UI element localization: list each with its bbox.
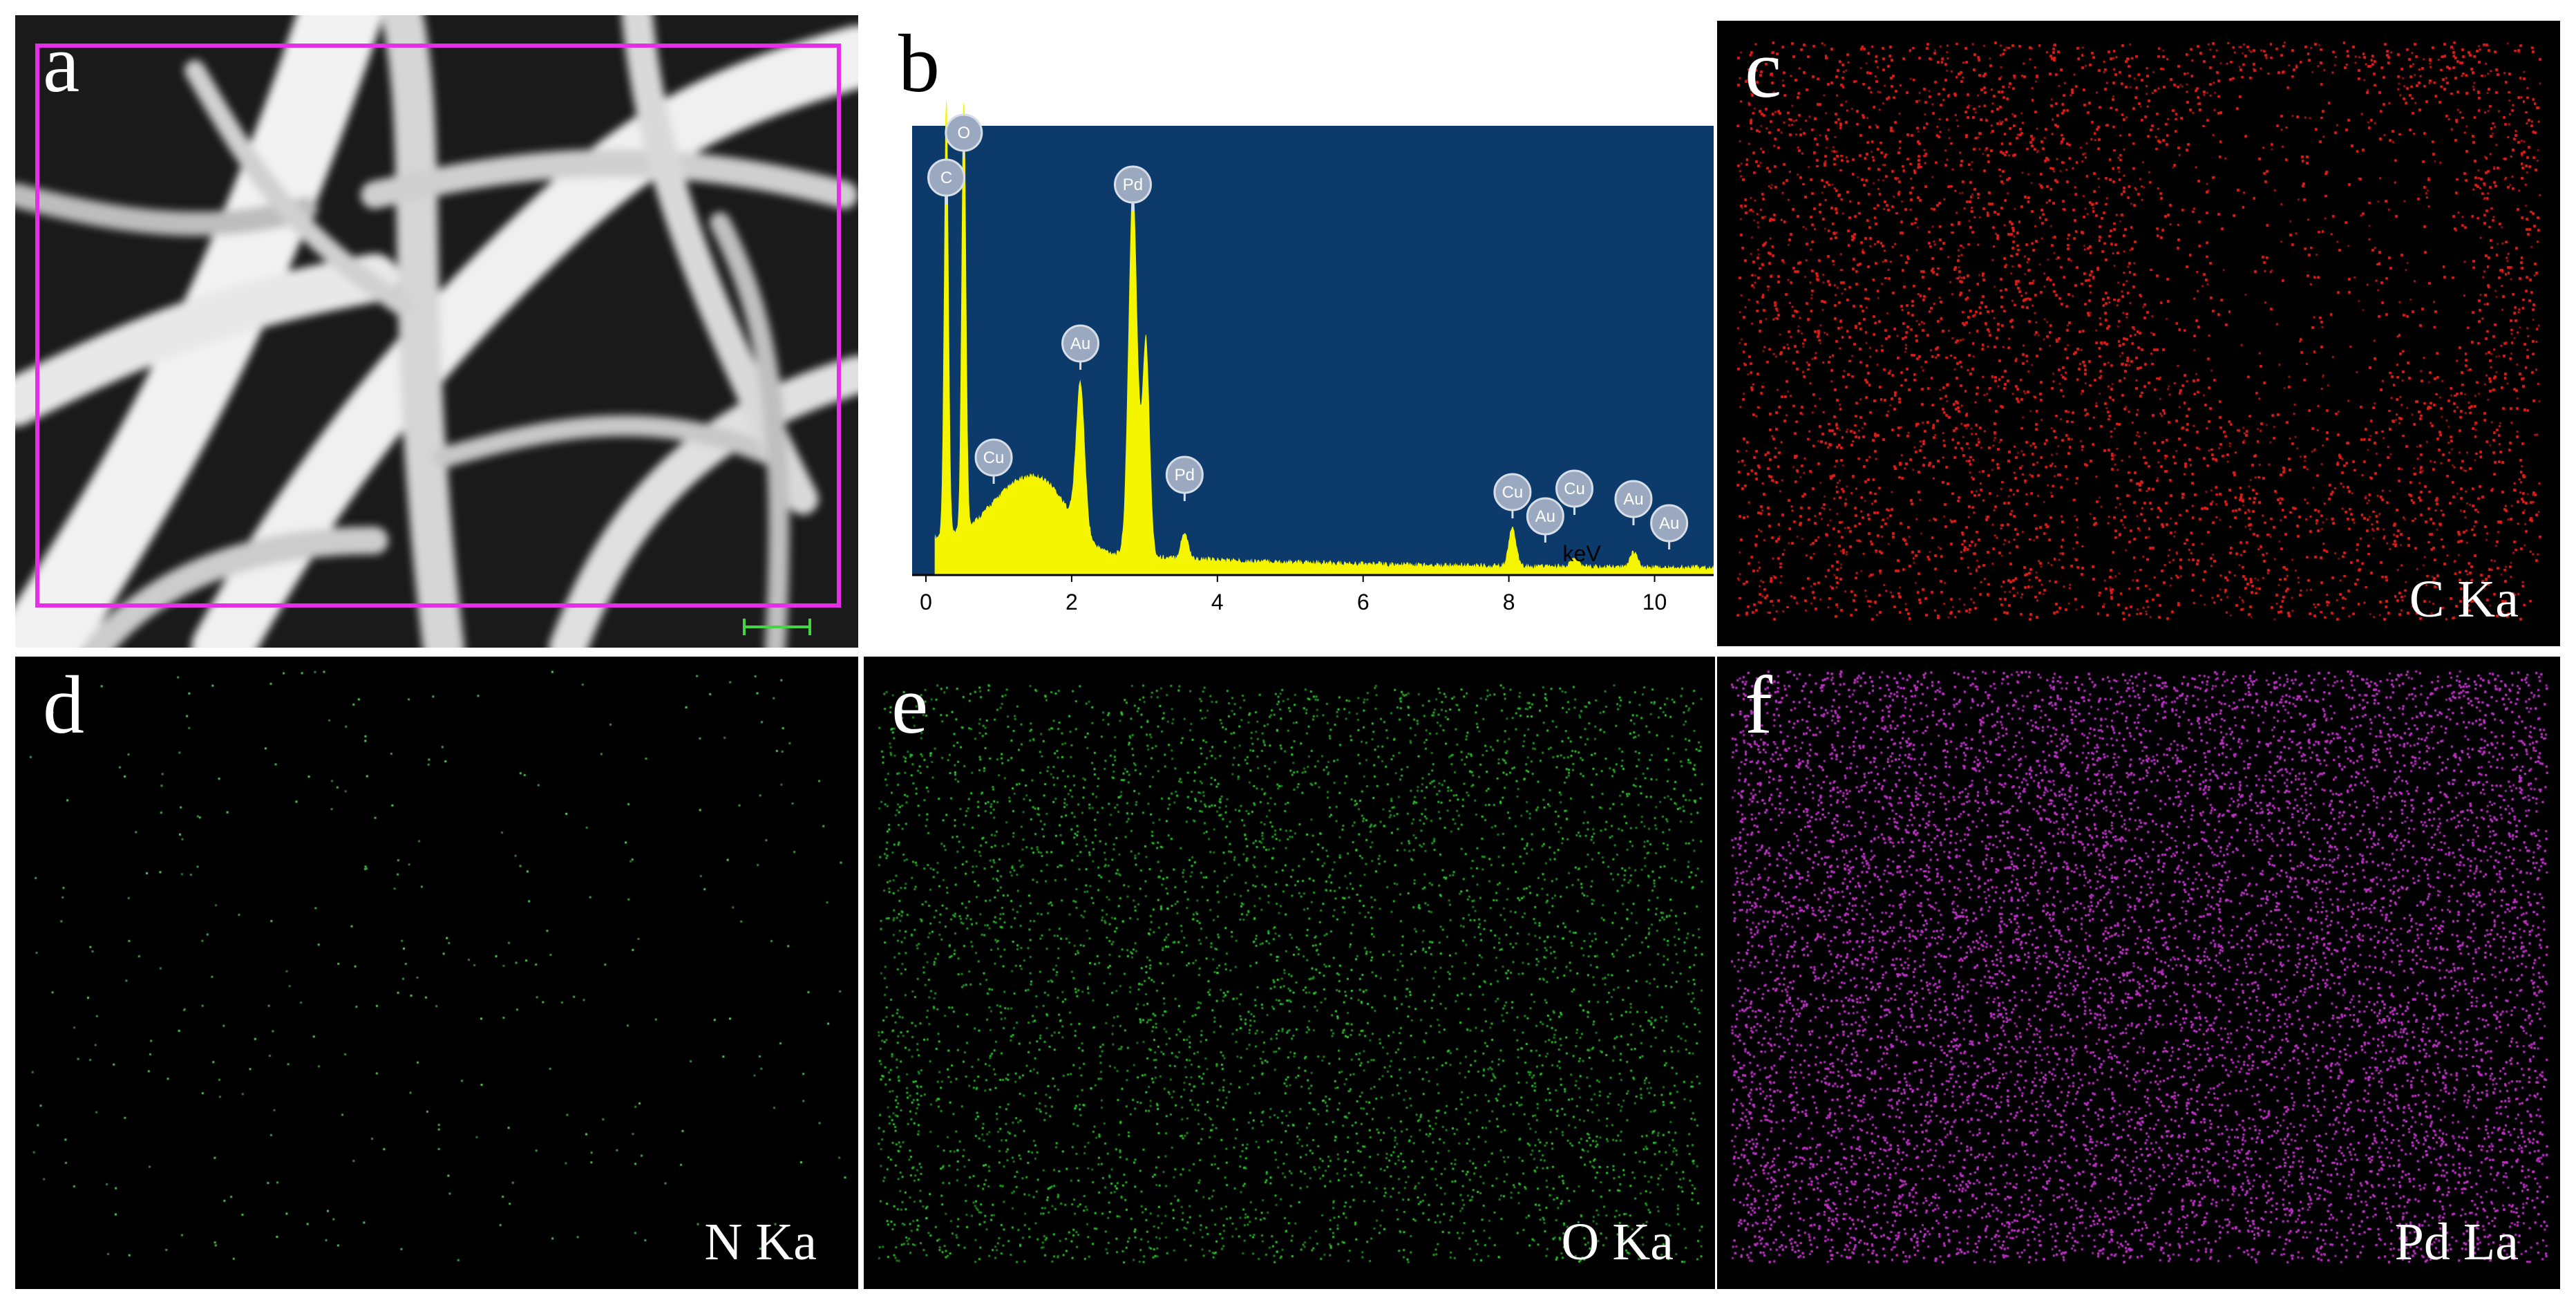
peak-tag-cu: Cu — [1555, 469, 1594, 515]
panel-d-nitrogen-map: d N Ka — [15, 657, 858, 1289]
svg-text:Au: Au — [1535, 507, 1555, 526]
map-label-e: O Ka — [1561, 1213, 1674, 1271]
panel-label-d: d — [43, 659, 84, 751]
panel-label-f: f — [1745, 659, 1772, 751]
peak-tag-pd: Pd — [1113, 165, 1152, 211]
x-unit-label: keV — [1563, 541, 1602, 566]
panel-label-c: c — [1745, 23, 1782, 115]
svg-text:Cu: Cu — [983, 449, 1005, 467]
map-label-f: Pd La — [2394, 1213, 2519, 1271]
panel-label-b: b — [898, 17, 940, 109]
panel-a-sem-image: a — [15, 15, 858, 648]
panel-b-eds-spectrum: 0 2 4 6 8 10 keV C O Cu Au Pd Pd Cu Au Cu Au Au b — [871, 15, 1714, 648]
x-tick-label: 0 — [920, 590, 932, 614]
map-label-c: C Ka — [2409, 570, 2519, 628]
panel-c-carbon-map: c C Ka — [1717, 21, 2560, 646]
palladium-map-canvas — [1717, 657, 2560, 1289]
svg-text:Cu: Cu — [1564, 480, 1585, 498]
panel-f-palladium-map: f Pd La — [1717, 657, 2560, 1289]
peak-tag-au: Au — [1061, 324, 1100, 370]
carbon-map-canvas — [1717, 21, 2560, 646]
sem-fiber-network — [15, 15, 858, 648]
x-tick-label: 2 — [1066, 590, 1078, 614]
nitrogen-map-canvas — [15, 657, 858, 1289]
svg-text:Au: Au — [1659, 514, 1679, 533]
peak-tag-cu: Cu — [974, 438, 1013, 484]
svg-text:O: O — [958, 124, 971, 142]
panel-label-e: e — [891, 659, 929, 751]
peak-tag-au: Au — [1526, 497, 1564, 543]
svg-text:Cu: Cu — [1502, 483, 1524, 502]
peak-tag-au: Au — [1614, 480, 1653, 525]
map-label-d: N Ka — [704, 1213, 817, 1271]
x-tick-label: 6 — [1357, 590, 1370, 614]
panel-label-a: a — [43, 17, 80, 109]
svg-text:Au: Au — [1070, 335, 1090, 353]
peak-tag-c: C — [927, 158, 966, 204]
spectrum-trace — [934, 100, 1714, 575]
x-tick-label: 8 — [1503, 590, 1515, 614]
x-tick-label: 4 — [1211, 590, 1224, 614]
peak-tag-au: Au — [1650, 504, 1689, 549]
x-tick-label: 10 — [1642, 590, 1667, 614]
svg-text:C: C — [940, 169, 952, 187]
spectrum-plot: 0 2 4 6 8 10 keV C O Cu Au Pd Pd Cu Au Cu Au Au — [912, 100, 1714, 614]
svg-text:Pd: Pd — [1123, 176, 1143, 194]
peak-tag-pd: Pd — [1165, 455, 1204, 501]
peak-tag-o: O — [945, 113, 983, 159]
svg-text:Au: Au — [1623, 490, 1643, 509]
oxygen-map-canvas — [864, 657, 1715, 1289]
svg-text:Pd: Pd — [1175, 466, 1195, 485]
panel-e-oxygen-map: e O Ka — [864, 657, 1715, 1289]
selection-rectangle — [35, 44, 841, 608]
peak-tag-cu: Cu — [1493, 473, 1532, 518]
